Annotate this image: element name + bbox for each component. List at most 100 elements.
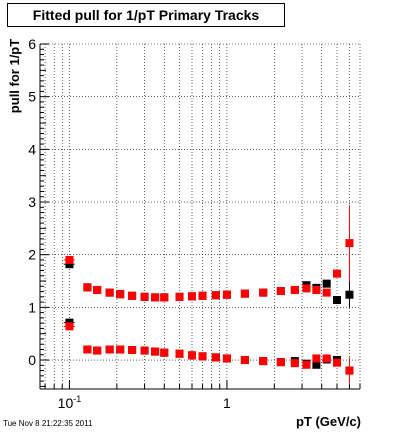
axes: 0 1 2 3 4 5 6 10-1 1 [28,36,361,411]
point-marker [65,260,74,269]
point-marker [259,288,268,297]
data-point [211,291,220,300]
point-marker [151,293,160,302]
point-marker [322,288,331,297]
data-point [290,285,299,294]
y-tick-label: 2 [28,247,36,263]
data-point [345,281,354,308]
data-point [312,354,321,363]
point-marker [116,290,125,299]
data-point [259,288,268,297]
data-point [322,288,331,297]
point-marker [211,353,220,362]
point-marker [312,285,321,294]
data-point [175,292,184,301]
point-marker [198,291,207,300]
chart-title: Fitted pull for 1/pT Primary Tracks [32,7,260,23]
data-point [128,346,137,355]
data-point [93,346,102,355]
point-marker [211,291,220,300]
data-point [116,290,125,299]
data-point [187,351,196,360]
data-point [222,290,231,299]
point-marker [290,359,299,368]
data-point [211,353,220,362]
data-point [63,255,75,264]
point-marker [128,291,137,300]
point-marker [259,357,268,366]
point-marker [240,356,249,365]
data-point [83,283,92,292]
chart-title-box: Fitted pull for 1/pT Primary Tracks [7,3,285,27]
point-marker [187,292,196,301]
data-point [187,292,196,301]
data-point [83,345,92,354]
point-marker [160,348,169,357]
data-point [332,269,341,278]
point-marker [276,358,285,367]
data-point [105,288,114,297]
x-tick-label: 10-1 [58,394,82,411]
point-marker [105,288,114,297]
data-point [332,358,341,367]
point-marker [175,292,184,301]
data-point [128,291,137,300]
point-marker [105,345,114,354]
point-marker [302,284,311,293]
data-point [345,205,354,282]
point-marker [322,279,331,288]
point-marker [290,285,299,294]
y-tick-label: 3 [28,194,36,210]
data-point [259,357,268,366]
data-point [276,358,285,367]
point-marker [198,352,207,361]
point-marker [140,292,149,301]
point-marker [345,290,354,299]
point-marker [312,360,321,369]
point-marker [332,358,341,367]
y-tick-label: 1 [28,299,36,315]
y-tick-label: 4 [28,141,36,157]
data-point [140,346,149,355]
point-marker [116,345,125,354]
data-point [105,345,114,354]
data-point [63,260,75,269]
x-axis-label: pT (GeV/c) [296,414,361,429]
grid-lines [40,43,361,389]
data-point [160,293,169,302]
timestamp: Tue Nov 8 21:22:35 2011 [3,419,93,428]
y-tick-label: 5 [28,89,36,105]
point-marker [345,366,354,375]
point-marker [93,285,102,294]
data-point [140,292,149,301]
data-point [312,360,321,369]
data-point [312,285,321,294]
data-point [63,322,75,331]
data-point [302,284,311,293]
y-axis-label: pull for 1/pT [7,39,22,113]
x-tick-label: 1 [223,395,231,411]
point-marker [83,283,92,292]
data-point [240,289,249,298]
point-marker [322,354,331,363]
y-tick-label: 0 [28,352,36,368]
point-marker [187,351,196,360]
y-tick-label: 6 [28,36,36,52]
point-marker [175,349,184,358]
data-point [332,295,341,304]
point-marker [140,346,149,355]
point-marker [65,255,74,264]
point-marker [332,269,341,278]
data-point [240,356,249,365]
point-marker [276,287,285,296]
point-marker [222,354,231,363]
data-point [116,345,125,354]
data-point [322,354,331,363]
point-marker [240,289,249,298]
data-point [198,291,207,300]
data-point [151,293,160,302]
data-point [175,349,184,358]
point-marker [83,345,92,354]
point-marker [345,239,354,248]
